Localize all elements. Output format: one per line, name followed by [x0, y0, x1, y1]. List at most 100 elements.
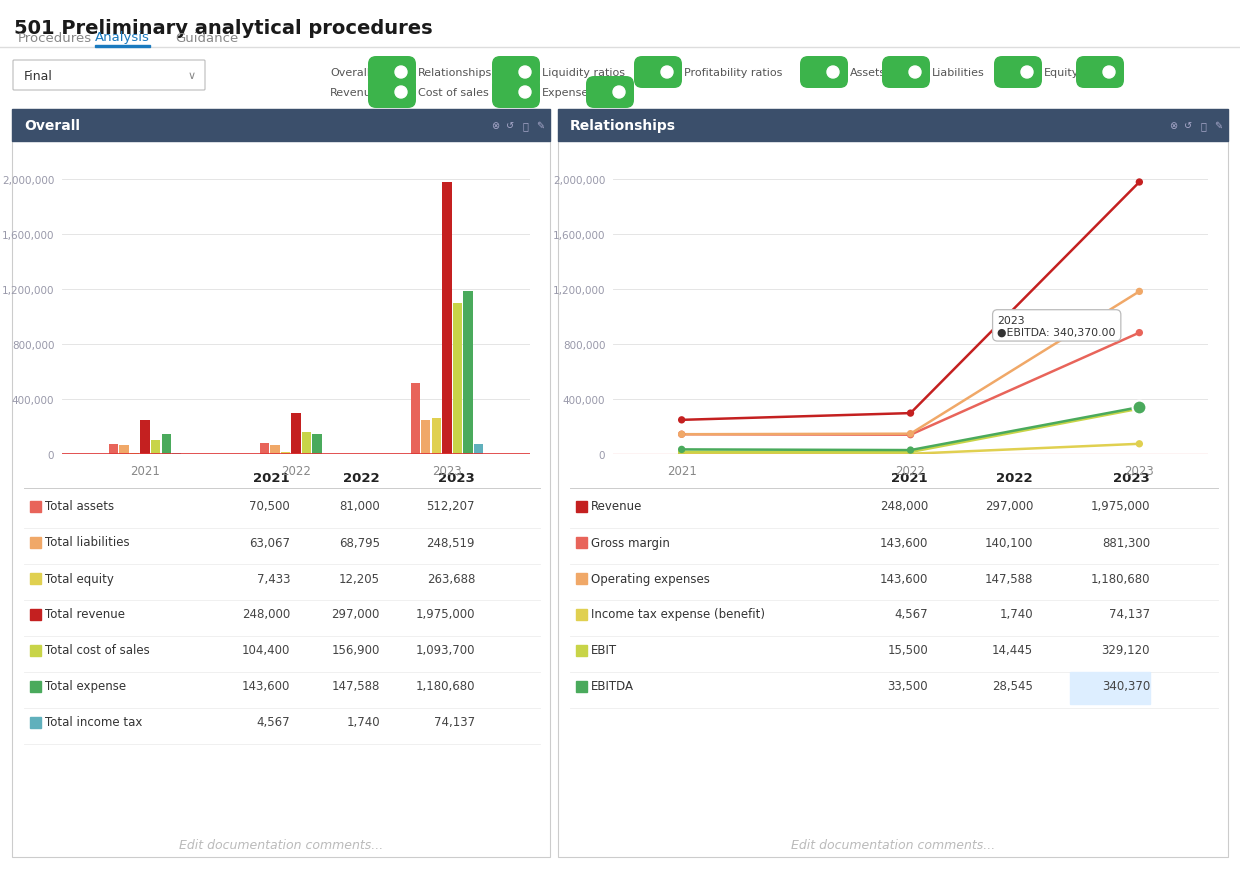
Bar [558, 109, 1228, 857]
Text: 2022: 2022 [997, 472, 1033, 485]
Point [1130, 285, 1149, 299]
Bar [577, 646, 587, 656]
Text: 297,000: 297,000 [331, 607, 379, 620]
Text: 143,600: 143,600 [879, 536, 928, 549]
Text: 68,795: 68,795 [339, 536, 379, 549]
Text: Total liabilities: Total liabilities [45, 536, 130, 549]
FancyBboxPatch shape [368, 57, 415, 89]
Text: Operating expenses: Operating expenses [591, 572, 709, 585]
Text: 2023: 2023 [1114, 472, 1149, 485]
Text: 74,137: 74,137 [434, 716, 475, 729]
Bar [577, 537, 587, 548]
Text: 15,500: 15,500 [888, 644, 928, 657]
Text: EBITDA: EBITDA [591, 680, 634, 693]
Point [672, 414, 692, 428]
FancyBboxPatch shape [492, 77, 539, 109]
Point [672, 446, 692, 460]
Bar [422, 421, 430, 454]
Bar [280, 453, 290, 454]
Bar [30, 501, 41, 513]
FancyBboxPatch shape [994, 57, 1042, 89]
Bar [464, 292, 472, 454]
Text: ⤢: ⤢ [522, 121, 528, 131]
Text: 14,445: 14,445 [992, 644, 1033, 657]
Text: 81,000: 81,000 [340, 500, 379, 513]
Text: 1,740: 1,740 [999, 607, 1033, 620]
FancyBboxPatch shape [882, 57, 930, 89]
Text: 2022: 2022 [343, 472, 379, 485]
Text: 1,975,000: 1,975,000 [1090, 500, 1149, 513]
Circle shape [613, 87, 625, 99]
Text: 2021: 2021 [253, 472, 290, 485]
Text: 263,688: 263,688 [427, 572, 475, 585]
Text: Total assets: Total assets [45, 500, 114, 513]
Point [1130, 401, 1149, 415]
Point [672, 428, 692, 441]
Text: 104,400: 104,400 [242, 644, 290, 657]
Circle shape [520, 87, 531, 99]
Point [900, 446, 920, 460]
Text: Overall: Overall [24, 119, 81, 133]
Text: ✎: ✎ [536, 121, 544, 131]
Text: 329,120: 329,120 [1101, 644, 1149, 657]
Text: 140,100: 140,100 [985, 536, 1033, 549]
Bar [30, 717, 41, 728]
Text: ⤢: ⤢ [1200, 121, 1207, 131]
Text: 33,500: 33,500 [888, 680, 928, 693]
Point [1130, 401, 1149, 415]
Text: Analysis: Analysis [95, 31, 150, 44]
Text: Cost of sales: Cost of sales [418, 88, 489, 98]
Text: 70,500: 70,500 [249, 500, 290, 513]
Text: 63,067: 63,067 [249, 536, 290, 549]
Text: 147,588: 147,588 [985, 572, 1033, 585]
Point [900, 428, 920, 441]
Bar [1070, 673, 1149, 704]
Point [1130, 437, 1149, 451]
Bar [30, 574, 41, 584]
Bar [30, 537, 41, 548]
Bar [30, 609, 41, 620]
Text: Revenue: Revenue [591, 500, 642, 513]
Bar [30, 646, 41, 656]
Text: 512,207: 512,207 [427, 500, 475, 513]
Bar [558, 109, 1228, 857]
Text: 2023: 2023 [438, 472, 475, 485]
Text: 248,000: 248,000 [879, 500, 928, 513]
Point [900, 448, 920, 461]
FancyBboxPatch shape [368, 77, 415, 109]
Text: 297,000: 297,000 [985, 500, 1033, 513]
Text: 7,433: 7,433 [257, 572, 290, 585]
Text: 1,180,680: 1,180,680 [415, 680, 475, 693]
Text: 2021: 2021 [892, 472, 928, 485]
Bar [410, 384, 420, 454]
Text: Assets: Assets [849, 68, 887, 78]
Bar [30, 681, 41, 693]
Text: 4,567: 4,567 [257, 716, 290, 729]
Text: Guidance: Guidance [175, 31, 238, 44]
Bar [270, 445, 279, 454]
Bar [259, 443, 269, 454]
Text: Total income tax: Total income tax [45, 716, 143, 729]
FancyBboxPatch shape [587, 77, 634, 109]
Circle shape [1104, 67, 1115, 79]
Text: 881,300: 881,300 [1102, 536, 1149, 549]
Circle shape [396, 87, 407, 99]
Text: Relationships: Relationships [418, 68, 492, 78]
Text: 340,370: 340,370 [1102, 680, 1149, 693]
Bar [577, 574, 587, 584]
Text: 2023
●EBITDA: 340,370.00: 2023 ●EBITDA: 340,370.00 [997, 315, 1116, 337]
Circle shape [909, 67, 921, 79]
Point [900, 407, 920, 421]
Circle shape [396, 67, 407, 79]
Text: Relationships: Relationships [570, 119, 676, 133]
Point [900, 443, 920, 457]
Text: 1,975,000: 1,975,000 [415, 607, 475, 620]
Point [1130, 176, 1149, 189]
Text: 1,180,680: 1,180,680 [1090, 572, 1149, 585]
Text: Total revenue: Total revenue [45, 607, 125, 620]
Text: 28,545: 28,545 [992, 680, 1033, 693]
Bar [119, 446, 129, 454]
Bar [577, 609, 587, 620]
Text: 147,588: 147,588 [331, 680, 379, 693]
Point [1130, 402, 1149, 416]
